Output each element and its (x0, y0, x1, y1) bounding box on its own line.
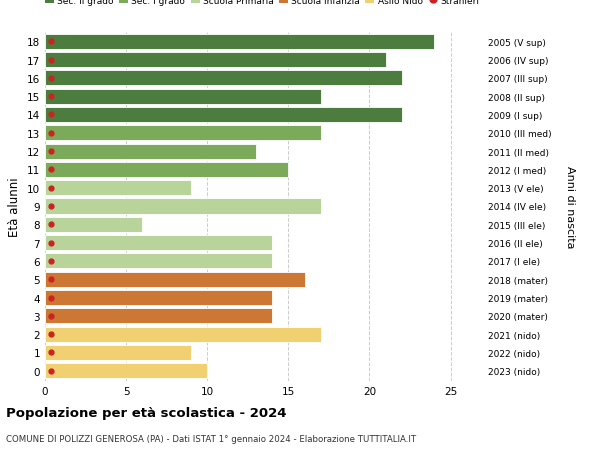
Bar (45, 217, 142, 232)
Y-axis label: Età alunni: Età alunni (8, 177, 22, 236)
Bar (45, 308, 272, 324)
Bar (45, 291, 272, 305)
Bar (45, 199, 321, 214)
Text: Popolazione per età scolastica - 2024: Popolazione per età scolastica - 2024 (6, 406, 287, 419)
Bar (45, 162, 289, 178)
Bar (45, 108, 402, 123)
Bar (45, 327, 321, 342)
Bar (45, 144, 256, 159)
Y-axis label: Anni di nascita: Anni di nascita (565, 165, 575, 248)
Bar (45, 181, 191, 196)
Text: COMUNE DI POLIZZI GENEROSA (PA) - Dati ISTAT 1° gennaio 2024 - Elaborazione TUTT: COMUNE DI POLIZZI GENEROSA (PA) - Dati I… (6, 434, 416, 443)
Bar (45, 272, 305, 287)
Legend: Sec. II grado, Sec. I grado, Scuola Primaria, Scuola Infanzia, Asilo Nido, Stran: Sec. II grado, Sec. I grado, Scuola Prim… (45, 0, 479, 6)
Bar (45, 90, 321, 105)
Bar (45, 235, 272, 251)
Bar (45, 35, 434, 50)
Bar (45, 254, 272, 269)
Bar (45, 126, 321, 141)
Bar (45, 364, 207, 378)
Bar (45, 53, 386, 68)
Bar (45, 71, 402, 86)
Bar (45, 345, 191, 360)
